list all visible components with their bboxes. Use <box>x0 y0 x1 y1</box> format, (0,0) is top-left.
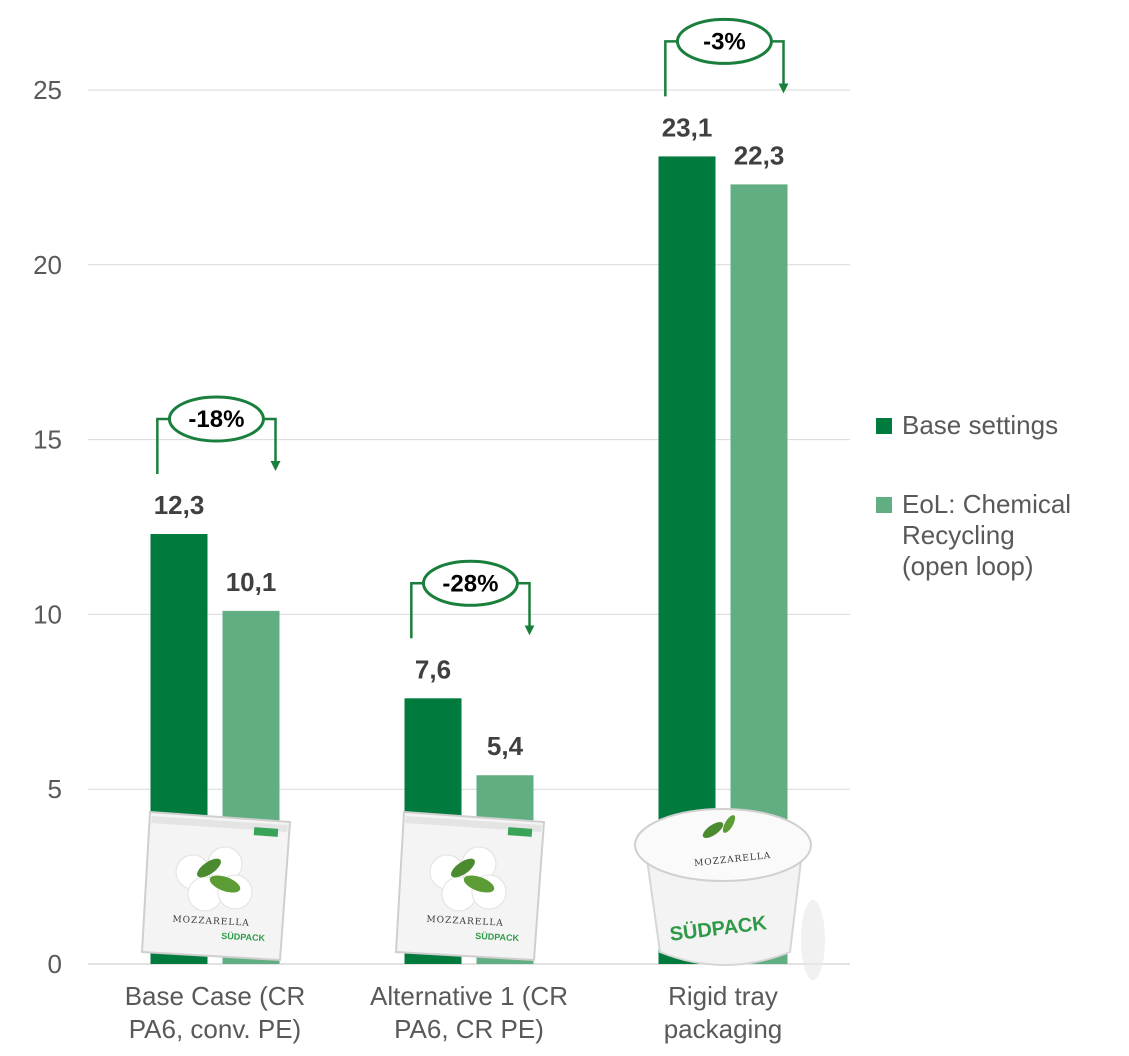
basil-leaf <box>451 858 475 878</box>
change-percent: -28% <box>442 570 498 597</box>
change-annotation: -3% <box>664 17 789 97</box>
category-label: packaging <box>664 1014 783 1044</box>
pouch-badge <box>253 827 279 837</box>
pouch-badge <box>507 827 533 837</box>
tray-shadow <box>801 900 825 980</box>
legend-item-chemical-recycling: EoL: Chemical Recycling (open loop) <box>876 489 1126 582</box>
change-oval <box>421 559 519 607</box>
category-label: PA6, conv. PE) <box>129 1014 301 1044</box>
category-label: Base Case (CR <box>125 981 306 1011</box>
pouch-image: MOZZARELLA SÜDPACK <box>140 810 292 962</box>
change-oval <box>675 17 773 65</box>
category-label: Rigid tray <box>668 981 778 1011</box>
legend-swatch-chemical-recycling <box>876 497 892 513</box>
legend-label-line: (open loop) <box>902 551 1034 581</box>
product-label: MOZZARELLA <box>172 915 250 929</box>
change-percent: -18% <box>188 406 244 433</box>
y-tick-label: 20 <box>33 250 62 280</box>
legend-label-base-settings: Base settings <box>902 410 1058 440</box>
change-annotation: -18% <box>156 395 281 474</box>
basil-leaf <box>209 875 241 893</box>
change-annotation: -28% <box>410 559 535 639</box>
brand-label: SÜDPACK <box>221 931 266 943</box>
brand-label: SÜDPACK <box>475 931 520 943</box>
pouch-seal <box>151 816 288 832</box>
change-percent: -3% <box>703 28 746 55</box>
legend-swatch-base-settings <box>876 418 892 434</box>
category-label: Alternative 1 (CR <box>370 981 568 1011</box>
data-label: 23,1 <box>662 112 713 142</box>
basil-leaf <box>197 858 221 878</box>
basil-leaf <box>722 815 736 833</box>
tray-cup <box>644 851 804 966</box>
basil-leaf <box>463 875 495 893</box>
y-tick-label: 10 <box>33 599 62 629</box>
change-oval <box>167 395 265 443</box>
legend-label-line: Recycling <box>902 520 1015 550</box>
legend-item-base-settings: Base settings <box>876 410 1126 441</box>
pouch-image: MOZZARELLA SÜDPACK <box>394 810 546 962</box>
pouch-seal <box>405 816 542 832</box>
legend: Base settings EoL: Chemical Recycling (o… <box>876 410 1126 630</box>
y-tick-label: 0 <box>48 949 62 979</box>
tray-lid <box>634 808 812 882</box>
data-label: 22,3 <box>734 140 785 170</box>
legend-label-line: Base settings <box>902 410 1059 440</box>
legend-label-line: EoL: Chemical <box>902 489 1072 519</box>
y-tick-label: 25 <box>33 75 62 105</box>
legend-label-chemical-recycling: EoL: Chemical Recycling (open loop) <box>902 489 1071 581</box>
data-label: 7,6 <box>415 654 451 684</box>
product-label: MOZZARELLA <box>426 915 504 929</box>
data-label: 5,4 <box>487 731 524 761</box>
data-label: 12,3 <box>154 490 205 520</box>
data-label: 10,1 <box>226 567 277 597</box>
y-tick-label: 5 <box>48 774 62 804</box>
basil-leaf <box>702 821 724 839</box>
category-label: PA6, CR PE) <box>394 1014 544 1044</box>
y-tick-label: 15 <box>33 425 62 455</box>
